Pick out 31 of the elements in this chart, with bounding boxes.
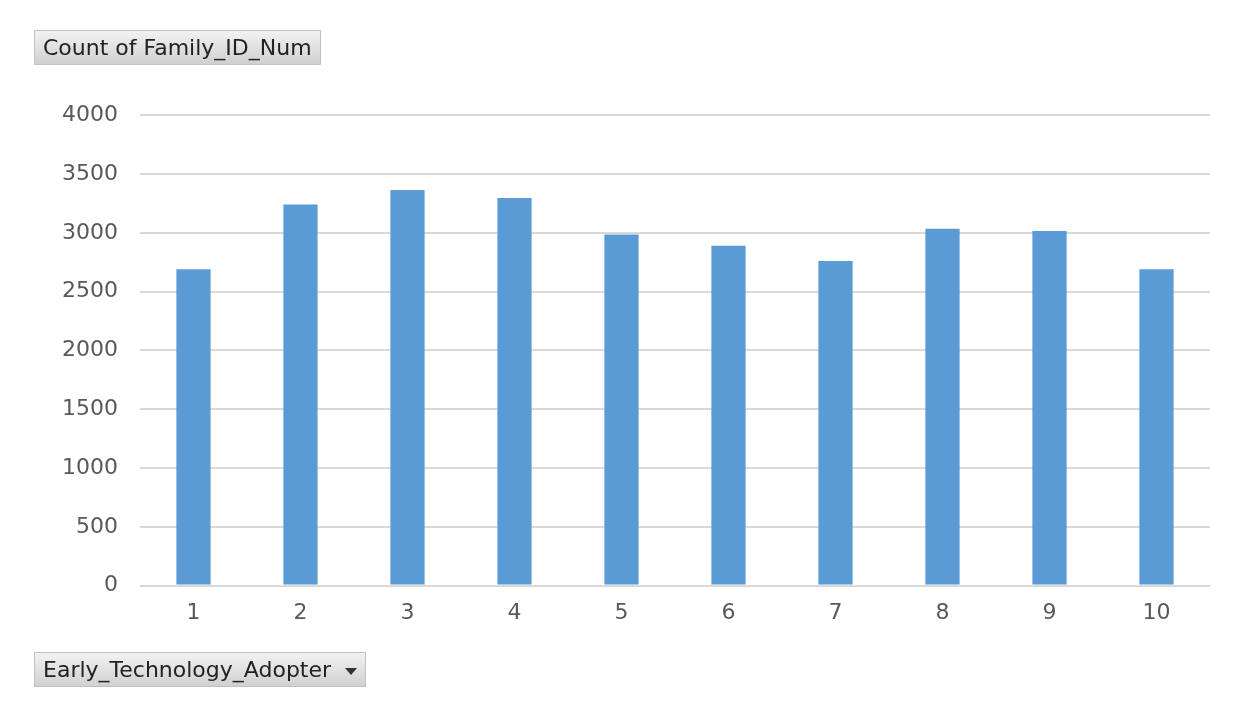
y-tick-label: 500: [75, 512, 118, 538]
bar: [283, 204, 318, 585]
y-tick-label: 1000: [61, 453, 118, 479]
bar: [176, 269, 211, 585]
bar: [390, 189, 425, 585]
bar: [1032, 231, 1067, 585]
y-tick-label: 3000: [61, 218, 118, 244]
y-tick-label: 0: [103, 571, 118, 597]
x-tick-label: 4: [507, 598, 522, 624]
bar: [711, 245, 746, 585]
bar: [818, 261, 853, 585]
x-tick-label: 2: [293, 598, 308, 624]
bar: [497, 198, 532, 585]
y-tick-label: 2000: [61, 336, 118, 362]
x-tick-label: 10: [1142, 598, 1171, 624]
bar: [1139, 269, 1174, 585]
x-tick-label: 5: [614, 598, 629, 624]
y-tick-label: 4000: [61, 100, 118, 126]
y-tick-label: 1500: [61, 394, 118, 420]
y-tick-label: 3500: [61, 159, 118, 185]
x-tick-label: 8: [935, 598, 950, 624]
x-tick-label: 6: [721, 598, 736, 624]
bar: [925, 228, 960, 585]
x-tick-label: 3: [400, 598, 415, 624]
x-tick-label: 9: [1042, 598, 1057, 624]
x-axis-title: Early_Technology_Adopter: [43, 657, 332, 682]
chart-title: Count of Family_ID_Num: [34, 30, 321, 65]
x-tick-label: 1: [186, 598, 201, 624]
bar: [604, 234, 639, 585]
x-tick-label: 7: [828, 598, 843, 624]
y-tick-label: 2500: [61, 277, 118, 303]
